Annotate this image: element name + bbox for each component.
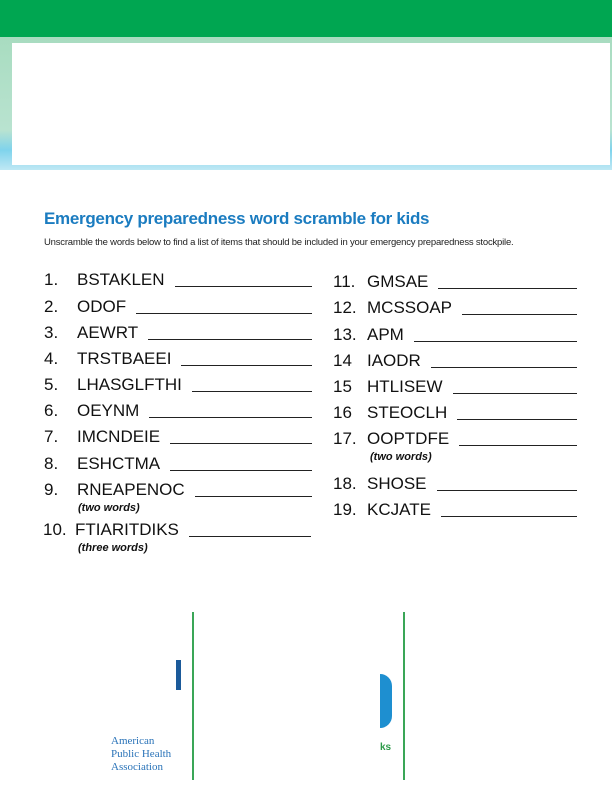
- item-number: 13.: [333, 325, 357, 344]
- word-item: 2. ODOF: [44, 297, 312, 317]
- word-item: 7. IMCNDEIE: [44, 427, 312, 447]
- scrambled-word: AEWRT: [77, 323, 139, 342]
- word-item: 13. APM: [333, 325, 577, 345]
- word-item: 4. TRSTBAEEI: [44, 349, 312, 369]
- word-item: 1. BSTAKLEN: [44, 270, 312, 290]
- item-number: 9.: [44, 480, 59, 499]
- item-number: 10.: [43, 520, 67, 539]
- answer-line: [170, 470, 312, 471]
- scrambled-word: HTLISEW: [367, 377, 443, 396]
- scrambled-word: FTIARITDIKS: [75, 520, 179, 539]
- answer-line: [436, 490, 577, 491]
- item-number: 6.: [44, 401, 59, 420]
- logo-fragment: [176, 660, 181, 690]
- word-item: 9. RNEAPENOC: [44, 480, 312, 500]
- answer-line: [174, 286, 312, 287]
- item-number: 17.: [333, 429, 357, 448]
- word-item: 19. KCJATE: [333, 500, 577, 520]
- word-item: 14 IAODR: [333, 351, 577, 371]
- item-number: 5.: [44, 375, 59, 394]
- scrambled-word: OEYNM: [77, 401, 140, 420]
- word-item: 5. LHASGLFTHI: [44, 375, 312, 395]
- org-name: American: [111, 735, 155, 747]
- item-number: 7.: [44, 427, 59, 446]
- item-number: 4.: [44, 349, 59, 368]
- item-number: 18.: [333, 474, 357, 493]
- item-number: 15: [333, 377, 352, 396]
- scrambled-word: STEOCLH: [367, 403, 448, 422]
- scrambled-word: IMCNDEIE: [77, 427, 161, 446]
- answer-line: [413, 341, 577, 342]
- item-number: 1.: [44, 270, 59, 289]
- word-item: 12. MCSSOAP: [333, 298, 577, 318]
- word-item: 3. AEWRT: [44, 323, 312, 343]
- answer-line: [452, 393, 577, 394]
- answer-line: [440, 516, 577, 517]
- answer-line: [194, 496, 312, 497]
- item-number: 12.: [333, 298, 357, 317]
- item-number: 11.: [333, 272, 356, 291]
- word-item: 17. OOPTDFE: [333, 429, 577, 449]
- answer-line: [191, 391, 312, 392]
- item-number: 16: [333, 403, 352, 422]
- scrambled-word: TRSTBAEEI: [77, 349, 172, 368]
- org-name: Public Health: [111, 748, 172, 760]
- item-number: 14: [333, 351, 352, 370]
- banner-box: [12, 43, 610, 165]
- instructions: Unscramble the words below to find a lis…: [44, 237, 514, 248]
- divider: [403, 612, 405, 780]
- footer-fragment: ks: [380, 742, 392, 753]
- scrambled-word: ODOF: [77, 297, 127, 316]
- scrambled-word: APM: [367, 325, 404, 344]
- scrambled-word: KCJATE: [367, 500, 431, 519]
- word-note: (two words): [370, 451, 432, 463]
- answer-line: [457, 419, 577, 420]
- answer-line: [170, 443, 312, 444]
- title: Emergency preparedness word scramble for…: [44, 209, 430, 228]
- answer-line: [462, 314, 577, 315]
- answer-line: [459, 445, 577, 446]
- word-item: 11. GMSAE: [333, 272, 577, 292]
- word-item: 8. ESHCTMA: [44, 454, 312, 474]
- word-item: 6. OEYNM: [44, 401, 312, 421]
- answer-line: [149, 417, 312, 418]
- scrambled-word: LHASGLFTHI: [77, 375, 182, 394]
- scrambled-word: ESHCTMA: [77, 454, 161, 473]
- item-number: 19.: [333, 500, 357, 519]
- answer-line: [438, 288, 577, 289]
- answer-line: [430, 367, 577, 368]
- word-item: 10. FTIARITDIKS: [43, 520, 311, 540]
- scrambled-word: GMSAE: [367, 272, 429, 291]
- word-item: 18. SHOSE: [333, 474, 577, 494]
- item-number: 8.: [44, 454, 59, 473]
- scrambled-word: RNEAPENOC: [77, 480, 185, 499]
- item-number: 3.: [44, 323, 59, 342]
- scrambled-word: OOPTDFE: [367, 429, 450, 448]
- item-number: 2.: [44, 297, 59, 316]
- word-note: (three words): [78, 542, 148, 554]
- word-item: 16 STEOCLH: [333, 403, 577, 423]
- answer-line: [188, 536, 311, 537]
- word-note: (two words): [78, 502, 140, 514]
- org-name: Association: [111, 761, 163, 773]
- top-bar: [0, 0, 612, 37]
- scrambled-word: MCSSOAP: [367, 298, 453, 317]
- answer-line: [181, 365, 312, 366]
- logo-fragment: [380, 674, 392, 728]
- answer-line: [148, 339, 312, 340]
- scrambled-word: BSTAKLEN: [77, 270, 165, 289]
- answer-line: [136, 313, 312, 314]
- scrambled-word: SHOSE: [367, 474, 427, 493]
- scrambled-word: IAODR: [367, 351, 421, 370]
- word-item: 15 HTLISEW: [333, 377, 577, 397]
- divider: [192, 612, 194, 780]
